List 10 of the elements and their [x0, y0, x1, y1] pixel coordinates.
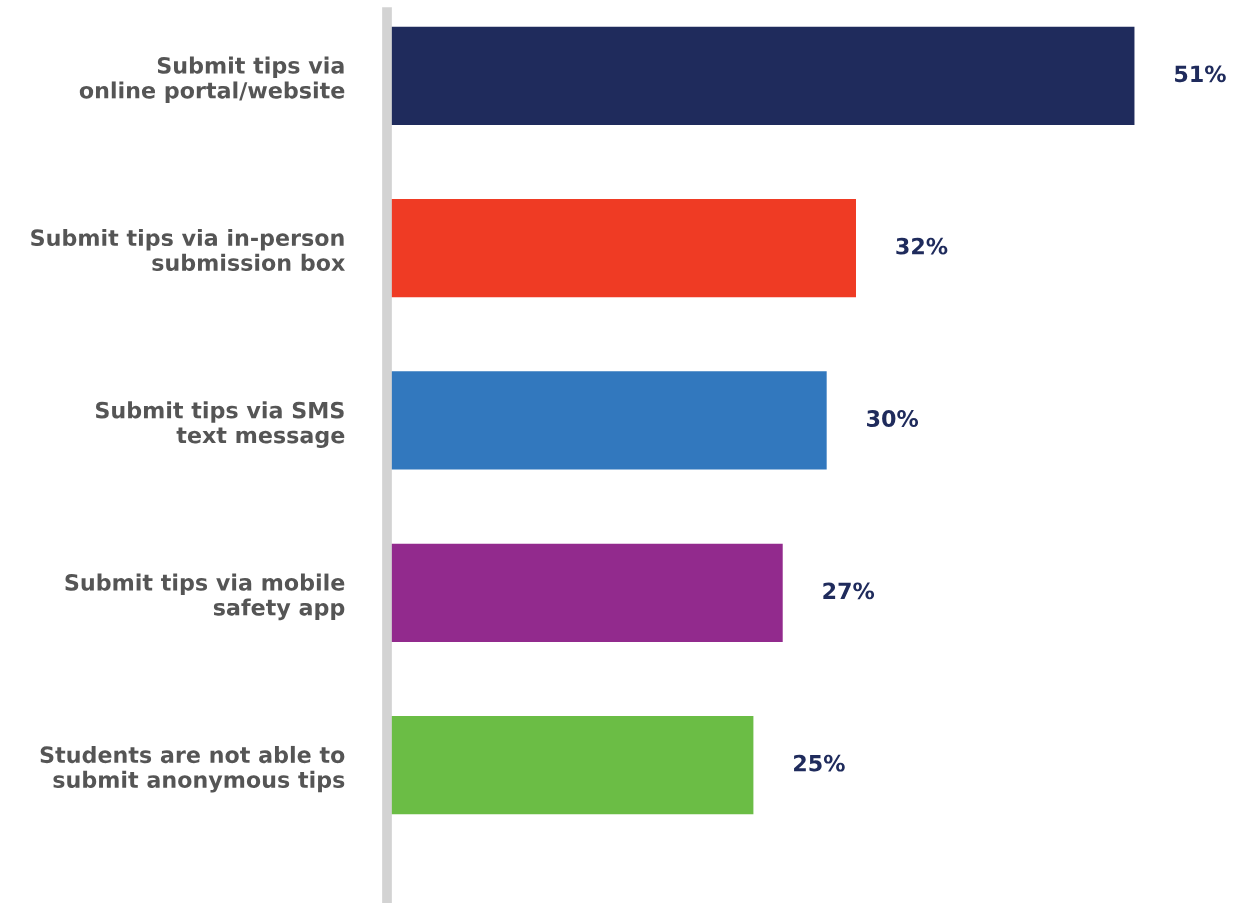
- data-label: 25%: [794, 754, 845, 772]
- y-tick-label: Submit tips via online portal/website: [79, 56, 345, 103]
- y-tick-label: Students are not able to submit anonymous tips: [40, 745, 345, 793]
- data-label: 51%: [1175, 65, 1226, 83]
- y-tick-label: Submit tips via in-person submission box: [31, 228, 345, 271]
- y-tick-label: Submit tips via SMS text message: [96, 401, 345, 448]
- data-label: 32%: [896, 237, 948, 255]
- data-label: 30%: [867, 410, 919, 427]
- y-tick-label: Submit tips via mobile safety app: [65, 573, 345, 621]
- data-label: 27%: [823, 582, 875, 600]
